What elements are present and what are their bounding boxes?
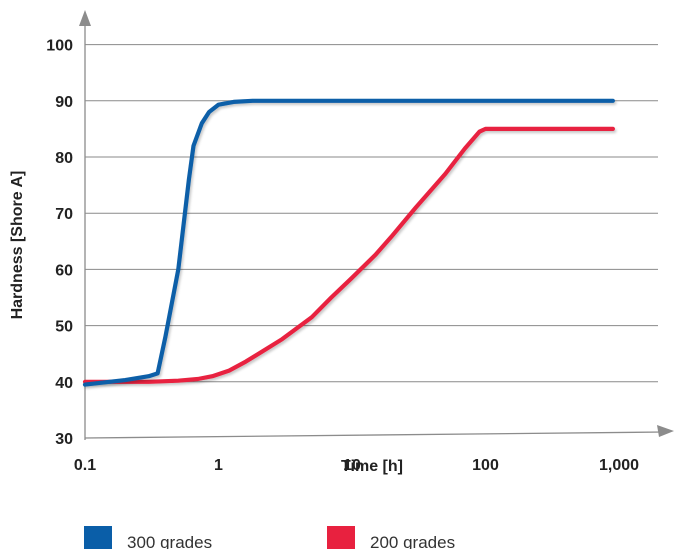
x-axis-title: Time [h]: [341, 458, 403, 475]
y-tick-label: 30: [55, 431, 73, 448]
grid-lines: [85, 44, 658, 383]
x-tick-label: 1: [214, 457, 223, 474]
axes: [79, 10, 674, 440]
legend: 300 grades 200 grades: [84, 526, 455, 549]
legend-label: 200 grades: [370, 533, 455, 549]
y-tick-label: 90: [55, 94, 73, 111]
legend-swatch: [327, 526, 355, 549]
y-axis-title: Hardness [Shore A]: [9, 171, 26, 320]
series-line: [82, 126, 615, 384]
tick-labels: 30 40 50 60 70 80 90 100 0.1 1 10 100 1,000: [46, 38, 639, 474]
y-tick-label: 100: [46, 38, 73, 55]
x-axis-arrow: [657, 425, 674, 437]
legend-swatch: [84, 526, 112, 549]
x-tick-label: 1,000: [599, 457, 639, 474]
y-tick-label: 60: [55, 262, 73, 279]
series-lines: [82, 98, 615, 387]
x-tick-label: 100: [472, 457, 499, 474]
y-axis-arrow: [79, 10, 91, 26]
y-tick-label: 50: [55, 319, 73, 336]
y-tick-label: 40: [55, 375, 73, 392]
y-tick-label: 80: [55, 150, 73, 167]
y-tick-label: 70: [55, 206, 73, 223]
x-tick-label: 0.1: [74, 457, 96, 474]
x-tick-label: 10: [343, 457, 361, 474]
series-line: [82, 98, 615, 387]
legend-label: 300 grades: [127, 533, 212, 549]
x-axis-line: [84, 431, 665, 439]
